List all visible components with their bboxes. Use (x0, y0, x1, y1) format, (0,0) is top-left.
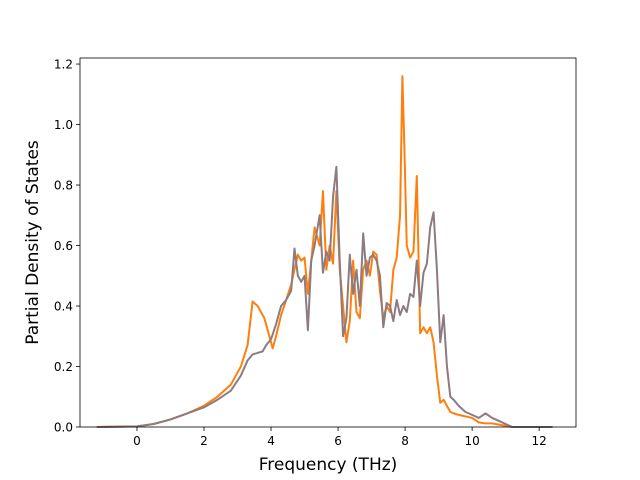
x-tick-label: 0 (133, 434, 141, 448)
x-tick-label: 6 (334, 434, 342, 448)
series-layer (96, 75, 553, 428)
x-axis-ticks: 0 2 4 6 8 10 12 (133, 427, 547, 448)
y-tick-label: 0.6 (54, 239, 73, 253)
y-axis-ticks: 0.0 0.2 0.4 0.6 0.8 1.0 1.2 (54, 58, 80, 435)
plot-frame (79, 57, 577, 428)
x-tick-label: 12 (531, 434, 546, 448)
series-line-2 (96, 165, 553, 428)
series-line-1 (96, 75, 553, 428)
x-tick-label: 10 (464, 434, 479, 448)
y-tick-label: 1.2 (54, 58, 73, 72)
y-tick-label: 0.4 (54, 300, 73, 314)
x-axis-label: Frequency (THz) (259, 455, 398, 475)
y-tick-label: 0.0 (54, 421, 73, 435)
y-tick-label: 0.8 (54, 179, 73, 193)
x-tick-label: 4 (267, 434, 275, 448)
y-tick-label: 0.2 (54, 360, 73, 374)
y-tick-label: 1.0 (54, 118, 73, 132)
x-tick-label: 2 (200, 434, 208, 448)
x-tick-label: 8 (401, 434, 409, 448)
y-axis-label: Partial Density of States (23, 140, 43, 345)
